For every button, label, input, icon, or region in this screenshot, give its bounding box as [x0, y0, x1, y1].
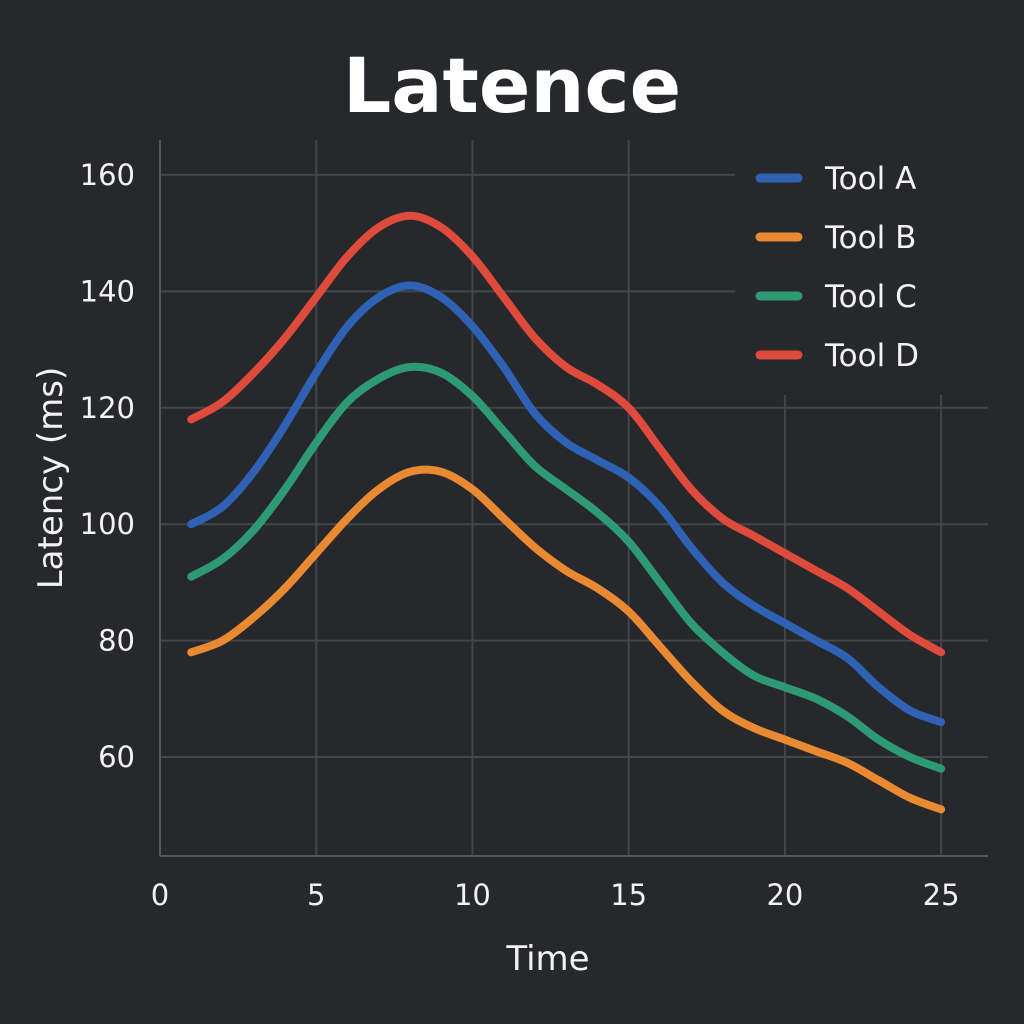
legend-item-tool-b: Tool B: [755, 220, 916, 256]
x-tick-label: 5: [307, 878, 325, 912]
legend-label: Tool C: [824, 279, 917, 315]
legend: Tool A Tool B Tool C Tool D: [755, 161, 919, 374]
legend-item-tool-d: Tool D: [755, 338, 919, 374]
legend-label: Tool D: [824, 338, 919, 374]
axes: 60 80 100 120 140 160 0 5 10 15 20 25: [80, 140, 988, 912]
y-tick-label: 100: [80, 507, 135, 541]
legend-label: Tool A: [824, 161, 916, 197]
y-tick-label: 140: [80, 274, 135, 308]
y-tick-label: 60: [98, 740, 135, 774]
chart-title: Latence: [343, 41, 681, 130]
x-tick-label: 15: [610, 878, 647, 912]
series-line-tool-a: [187, 281, 946, 727]
y-tick-label: 80: [98, 624, 135, 658]
series-lines: [187, 211, 946, 814]
series-line-tool-b: [187, 465, 946, 814]
series-line-tool-d: [187, 211, 946, 657]
x-axis-title: Time: [505, 939, 589, 979]
x-tick-label: 0: [151, 878, 169, 912]
y-axis-title: Latency (ms): [31, 367, 71, 590]
y-tick-label: 120: [80, 391, 135, 425]
legend-label: Tool B: [824, 220, 916, 256]
legend-item-tool-c: Tool C: [755, 279, 917, 315]
x-tick-label: 25: [923, 878, 960, 912]
x-tick-label: 10: [454, 878, 491, 912]
legend-item-tool-a: Tool A: [755, 161, 916, 197]
x-tick-label: 20: [766, 878, 803, 912]
series-line-tool-c: [187, 362, 946, 773]
y-tick-label: 160: [80, 158, 135, 192]
